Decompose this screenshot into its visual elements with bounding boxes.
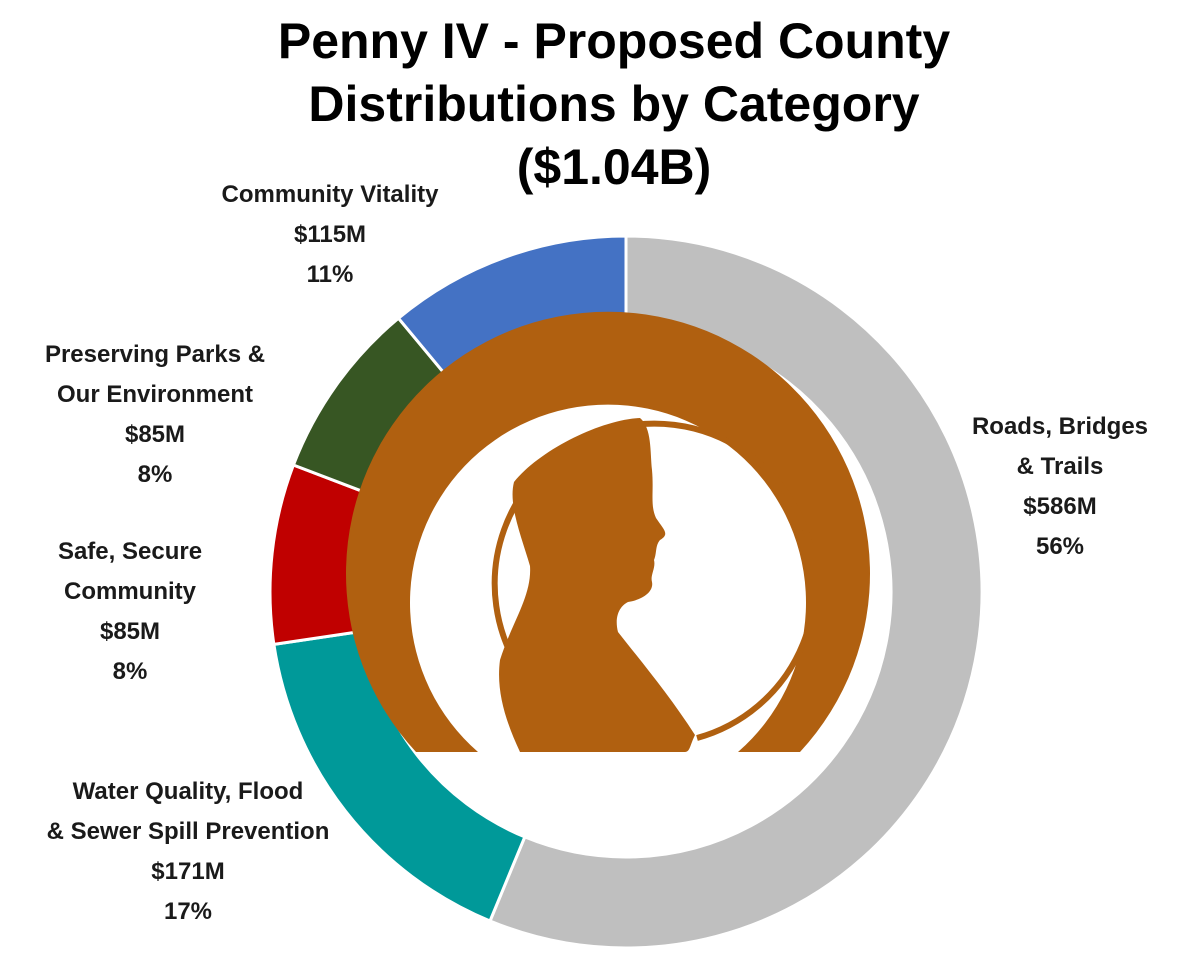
slice-percent: 11% [307,261,354,288]
slice-name-line: Community [64,578,197,605]
slice-name-line: & Trails [1017,453,1104,480]
slice-name-line: & Sewer Spill Prevention [47,818,330,845]
donut-slice-1 [488,234,984,950]
slice-label-2: Water Quality, Flood & Sewer Spill Preven… [47,778,330,925]
slice-amount: $115M [294,221,366,248]
slice-percent: 8% [138,461,173,488]
slice-amount: $85M [125,421,185,448]
slice-percent: 17% [164,898,212,925]
slice-label-1: Roads, Bridges & Trails $586M 56% [972,413,1148,560]
slice-label-4: Preserving Parks & Our Environment $85M 8% [45,341,265,488]
slice-name-line: Safe, Secure [58,538,202,565]
penny-inner-ring-icon [491,420,818,741]
slice-name-line: Community Vitality [222,181,440,208]
slice-amount: $85M [100,618,160,645]
chart-title-line-1: Penny IV - Proposed County [278,13,950,69]
penny-emblem [346,311,870,752]
lincoln-profile-icon [499,418,695,752]
slice-amount: $171M [151,858,224,885]
slice-amount: $586M [1023,493,1096,520]
slice-name-line: Water Quality, Flood [73,778,304,805]
chart-title-line-2: Distributions by Category [308,76,919,132]
chart-title: Penny IV - Proposed County Distributions … [278,13,950,195]
penny-outer-arch-icon [346,311,870,752]
chart-title-line-3: ($1.04B) [517,139,712,195]
slice-percent: 56% [1036,533,1084,560]
slice-label-5: Community Vitality $115M 11% [222,181,440,288]
slice-label-3: Safe, Secure Community $85M 8% [58,538,202,685]
slice-name-line: Preserving Parks & [45,341,265,368]
slice-percent: 8% [113,658,148,685]
slice-labels: Roads, Bridges & Trails $586M 56% Water Qual… [45,181,1148,925]
slice-name-line: Roads, Bridges [972,413,1148,440]
slice-name-line: Our Environment [57,381,253,408]
